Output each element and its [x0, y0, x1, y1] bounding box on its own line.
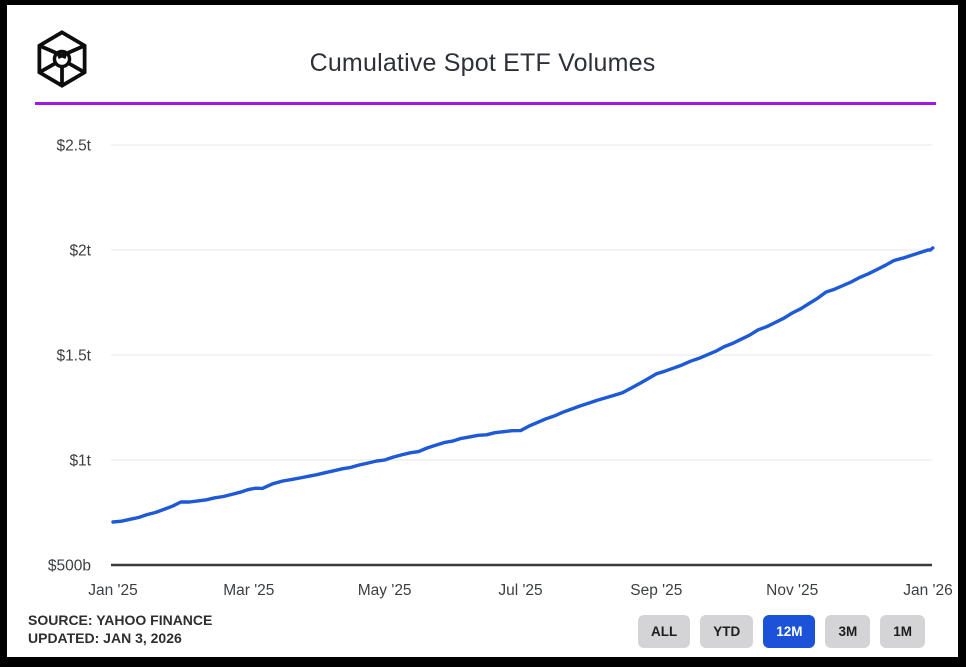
range-button-all[interactable]: ALL — [637, 615, 691, 648]
x-tick-label: Sep '25 — [630, 582, 682, 599]
x-tick-label: Nov '25 — [766, 582, 818, 599]
etf-volume-line — [111, 246, 935, 524]
page-title: Cumulative Spot ETF Volumes — [309, 49, 656, 77]
range-button-ytd[interactable]: YTD — [700, 615, 754, 648]
x-tick-label: May '25 — [358, 582, 412, 599]
y-tick-label: $2.5t — [57, 138, 92, 155]
range-button-12m[interactable]: 12M — [763, 615, 816, 648]
range-button-1m[interactable]: 1M — [880, 615, 925, 648]
y-tick-label: $1.5t — [57, 348, 92, 365]
blockworks-cube-icon — [37, 30, 87, 88]
volume-chart: $500b $1t $1.5t $2t $2.5t Jan '25 Mar '25 May '… — [48, 138, 953, 600]
x-tick-label: Jan '26 — [903, 582, 953, 599]
x-tick-label: Jul '25 — [498, 582, 542, 599]
source-note: SOURCE: YAHOO FINANCE UPDATED: JAN 3, 20… — [28, 611, 212, 647]
updated-line: UPDATED: JAN 3, 2026 — [28, 630, 182, 646]
range-button-group: ALL YTD 12M 3M 1M — [637, 615, 925, 648]
y-tick-label: $2t — [69, 243, 91, 260]
range-button-3m[interactable]: 3M — [825, 615, 871, 648]
y-tick-label: $500b — [48, 558, 91, 575]
chart-card: Cumulative Spot ETF Volumes $500b $1t $1.5… — [7, 5, 958, 657]
accent-divider — [35, 102, 936, 105]
x-tick-label: Jan '25 — [88, 582, 138, 599]
y-tick-label: $1t — [69, 453, 91, 470]
source-line: SOURCE: YAHOO FINANCE — [28, 612, 213, 628]
x-tick-label: Mar '25 — [223, 582, 274, 599]
